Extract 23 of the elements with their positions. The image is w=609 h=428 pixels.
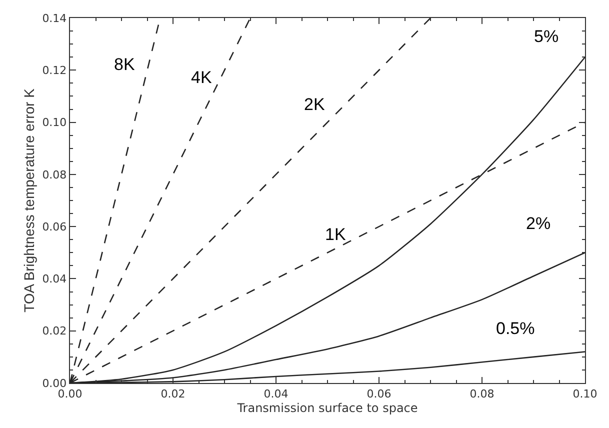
y-tick-label: 0.10 <box>42 116 67 130</box>
y-tick-label: 0.14 <box>42 12 67 25</box>
x-tick-label: 0.10 <box>572 387 598 400</box>
x-tick-label: 0.04 <box>264 387 288 400</box>
y-tick-label: 0.00 <box>42 376 67 390</box>
y-axis-title: TOA Brightness temperature error K <box>20 88 37 312</box>
series-label: 2K <box>304 95 326 114</box>
x-tick-label: 0.02 <box>160 387 186 400</box>
x-tick-label: 0.08 <box>470 387 494 400</box>
series-label: 4K <box>191 68 212 87</box>
series-label: 2% <box>526 214 551 233</box>
y-tick-label: 0.04 <box>42 272 67 286</box>
y-tick-label: 0.12 <box>42 64 67 77</box>
series-label: 0.5% <box>496 319 535 338</box>
y-tick-label: 0.02 <box>42 324 67 338</box>
y-tick-label: 0.06 <box>42 220 67 234</box>
series-label: 8K <box>114 55 136 74</box>
series-label: 5% <box>534 27 559 46</box>
x-axis-title: Transmission surface to space <box>236 401 418 416</box>
x-tick-label: 0.06 <box>366 387 392 400</box>
y-tick-label: 0.08 <box>42 168 67 182</box>
series-label: 1K <box>325 225 346 244</box>
x-tick-label: 0.00 <box>58 387 82 400</box>
